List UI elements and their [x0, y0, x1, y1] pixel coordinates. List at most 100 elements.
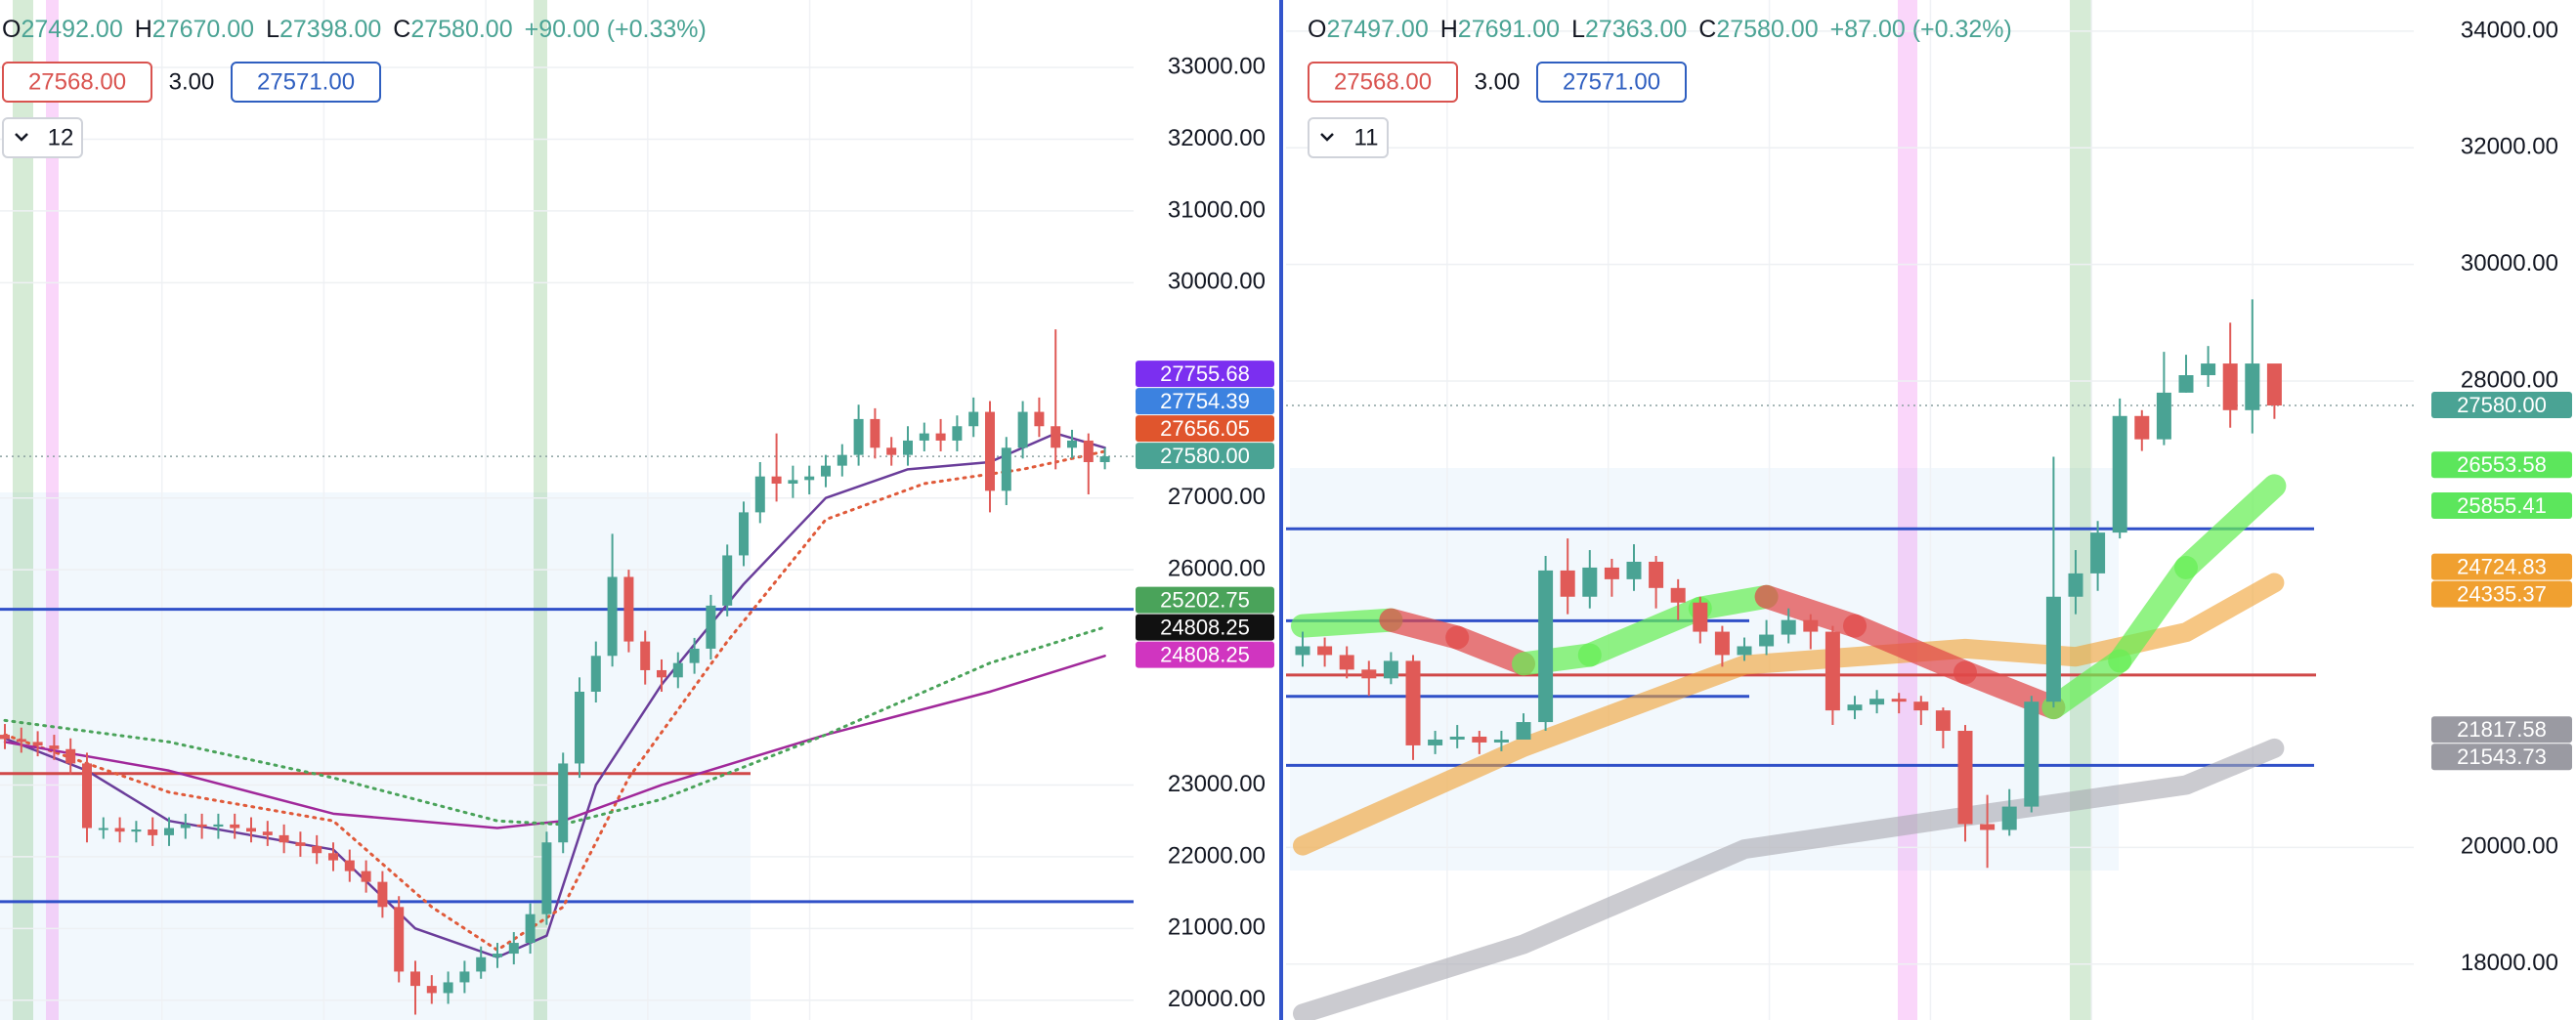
session-stripe — [534, 0, 547, 1020]
candle-body — [1034, 411, 1045, 427]
ribbon-segment — [1843, 614, 1977, 685]
candle-body — [1693, 602, 1708, 632]
candle-body — [935, 433, 946, 441]
candle-body — [1051, 426, 1061, 448]
price-badge — [2431, 553, 2572, 580]
sell-price[interactable]: 27568.00 — [1334, 68, 1432, 95]
candle-body — [82, 763, 92, 829]
candle-body — [853, 418, 864, 455]
session-stripe — [46, 0, 59, 1020]
ohlc-value: 27497.00 — [1326, 16, 1428, 43]
spread: 3.00 — [1475, 68, 1521, 95]
ohlc-value: 27691.00 — [1458, 16, 1560, 43]
indicators-count[interactable]: 12 — [48, 124, 74, 150]
ribbon-segment — [1754, 584, 1867, 638]
price-badge-label: 25202.75 — [1160, 587, 1250, 612]
candle-body — [985, 411, 995, 491]
ribbon-segment — [2174, 474, 2287, 579]
candle-body — [246, 828, 256, 832]
y-tick-label: 18000.00 — [2461, 950, 2558, 976]
candle-body — [706, 605, 716, 649]
ohlc-key: L — [1571, 16, 1585, 43]
y-tick-label: 34000.00 — [2461, 17, 2558, 43]
candle-body — [672, 662, 683, 678]
ohlc-value: 27398.00 — [279, 16, 381, 43]
candle-body — [459, 971, 470, 983]
sell-button[interactable] — [1308, 62, 1458, 103]
ohlc-key: C — [1698, 16, 1716, 43]
session-stripe — [2070, 0, 2091, 1020]
y-tick-label: 26000.00 — [1168, 555, 1266, 581]
candle-body — [689, 648, 700, 663]
candle-body — [1516, 722, 1531, 740]
sell-button[interactable] — [2, 62, 152, 103]
buy-button[interactable] — [1536, 62, 1687, 103]
session-stripe — [1898, 0, 1917, 1020]
candle-body — [508, 943, 519, 955]
candle-body — [1891, 699, 1907, 702]
candle-body — [1383, 660, 1398, 679]
candle-body — [262, 831, 273, 835]
candle-body — [2112, 415, 2127, 533]
candle-body — [1472, 736, 1487, 743]
candle-body — [623, 576, 634, 642]
candle-body — [1759, 634, 1775, 647]
candle-body — [837, 454, 847, 466]
indicator-line — [3, 625, 1107, 827]
candle-body — [213, 824, 224, 828]
candle-body — [1449, 736, 1465, 740]
ohlc-key: H — [135, 16, 152, 43]
y-tick-label: 20000.00 — [2461, 833, 2558, 860]
ohlc-key: L — [266, 16, 279, 43]
y-tick-label: 23000.00 — [1168, 771, 1266, 797]
candle-body — [49, 745, 60, 749]
price-badge-label: 27656.05 — [1160, 416, 1250, 441]
indicator-line — [1293, 573, 2285, 856]
sell-price[interactable]: 27568.00 — [28, 68, 126, 95]
y-tick-label: 33000.00 — [1168, 53, 1266, 79]
candle-body — [952, 426, 963, 441]
candle-body — [312, 845, 322, 854]
candle-body — [1626, 561, 1642, 579]
candle-body — [32, 742, 43, 746]
candle-body — [361, 871, 371, 882]
price-badge-label: 27754.39 — [1160, 389, 1250, 413]
indicators-count[interactable]: 11 — [1354, 124, 1379, 150]
price-badge — [1136, 443, 1274, 470]
candle-body — [1847, 704, 1863, 711]
candle-body — [295, 842, 306, 846]
candle-body — [1361, 669, 1377, 679]
candle-body — [230, 824, 240, 829]
price-badge — [1136, 361, 1274, 388]
buy-price[interactable]: 27571.00 — [257, 68, 355, 95]
candle-body — [1737, 646, 1752, 656]
candle-body — [2266, 363, 2282, 406]
y-tick-label: 32000.00 — [1168, 125, 1266, 151]
ohlc-value: 27492.00 — [21, 16, 122, 43]
ribbon-segment — [2041, 649, 2132, 720]
buy-button[interactable] — [231, 62, 381, 103]
price-badge-label: 27755.68 — [1160, 361, 1250, 386]
candle-body — [426, 986, 437, 994]
candle-body — [2178, 375, 2194, 393]
candle-body — [2001, 806, 2017, 830]
buy-price[interactable]: 27571.00 — [1563, 68, 1660, 95]
ohlc-value: 27363.00 — [1585, 16, 1687, 43]
candle-body — [1099, 456, 1110, 462]
candle-body — [476, 956, 487, 972]
candle-body — [2222, 363, 2238, 410]
candle-body — [1339, 655, 1354, 670]
ribbon-segment — [1577, 596, 1712, 667]
candle-body — [394, 907, 405, 972]
indicators-toggle[interactable] — [2, 117, 83, 158]
indicator-line — [3, 449, 1107, 952]
indicators-toggle[interactable] — [1308, 117, 1389, 158]
candle-body — [1428, 739, 1443, 745]
candle-body — [722, 555, 733, 606]
price-badge — [2431, 491, 2572, 519]
price-badge-label: 24808.25 — [1160, 615, 1250, 639]
candle-body — [344, 860, 355, 871]
candle-body — [903, 440, 913, 455]
candle-body — [886, 447, 897, 455]
ohlc-key: O — [2, 16, 21, 43]
